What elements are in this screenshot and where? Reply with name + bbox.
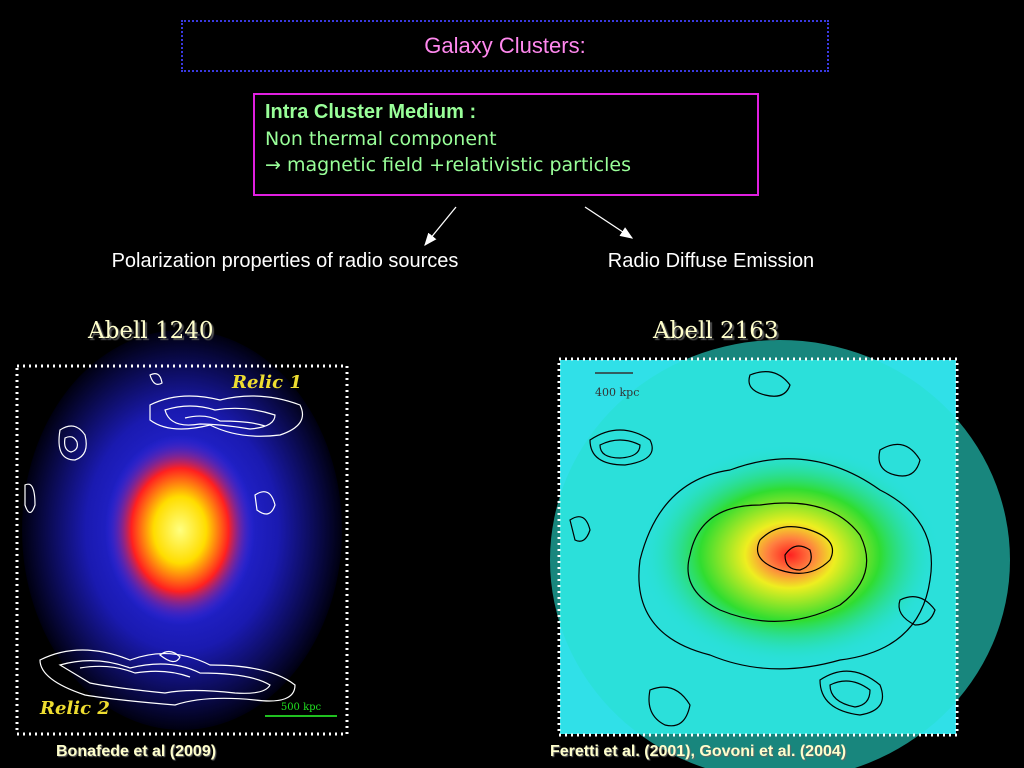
caption: Bonafede et al (2009) (56, 743, 217, 760)
arrow (424, 206, 457, 247)
concept-box: Intra Cluster Medium : Non thermal compo… (253, 93, 759, 196)
concept-line: Intra Cluster Medium : (265, 101, 477, 123)
radio-image-a1240: Relic 1 Relic 2 500 kpc (15, 330, 349, 736)
image-label: Relic 1 (231, 372, 302, 393)
arrow (584, 206, 634, 239)
title: Galaxy Clusters: (181, 20, 829, 72)
scale-label: 500 kpc (281, 702, 322, 713)
cluster-name: Abell 2163 (653, 318, 779, 344)
caption: Feretti et al. (2001), Govoni et al. (20… (550, 743, 847, 760)
branch-label: Polarization properties of radio sources (111, 250, 459, 272)
branch-label: Radio Diffuse Emission (607, 250, 815, 272)
image-label: Relic 2 (39, 698, 110, 719)
radio-image-a2163: 400 kpc (550, 340, 1010, 768)
scale-label: 400 kpc (595, 386, 639, 399)
concept-line: Non thermal component (265, 128, 497, 150)
cluster-name: Abell 1240 (88, 318, 214, 344)
concept-line: → magnetic field +relativistic particles (265, 154, 632, 176)
